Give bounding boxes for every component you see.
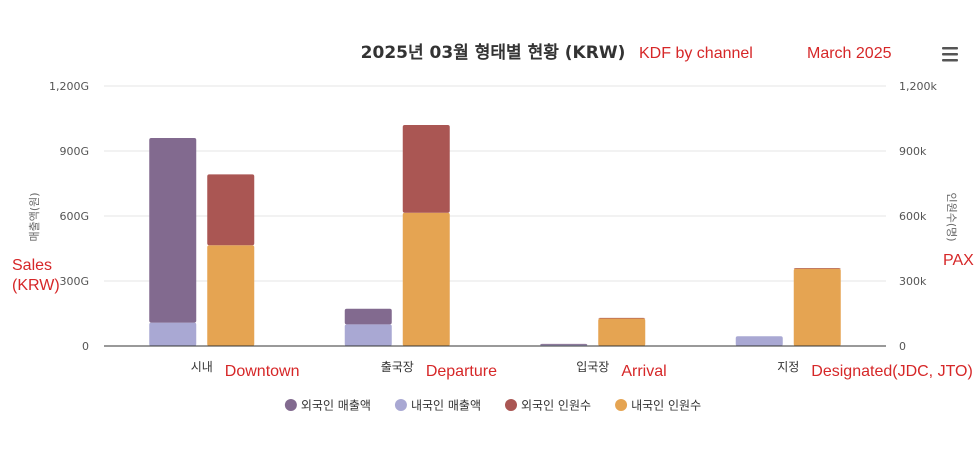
bar-sales-1-1[interactable]	[344, 308, 392, 325]
category-label: 입국장	[576, 360, 609, 374]
legend-item[interactable]: 외국인 매출액	[284, 399, 371, 413]
bar-sales-3-0[interactable]	[735, 336, 783, 346]
bar-pax-3-1[interactable]	[793, 268, 841, 269]
y-right-tick-label: 0	[899, 340, 906, 353]
y-left-tick-label: 900G	[59, 145, 89, 158]
legend-marker	[284, 399, 297, 411]
legend-marker	[615, 399, 628, 411]
annotation-right-axis: PAX	[943, 252, 974, 269]
annotation-category-en: Arrival	[621, 363, 666, 380]
legend-marker	[394, 399, 407, 411]
category-label: 지정	[777, 360, 799, 374]
bar-pax-1-1[interactable]	[402, 125, 450, 213]
bar-sales-0-0[interactable]	[149, 322, 197, 346]
y-right-tick-label: 900k	[899, 145, 927, 158]
legend-item[interactable]: 외국인 인원수	[505, 399, 591, 413]
category-label: 출국장	[381, 360, 414, 374]
annotation-category-en: Designated(JDC, JTO)	[811, 363, 973, 380]
legend-item[interactable]: 내국인 인원수	[615, 399, 701, 413]
bar-sales-2-1[interactable]	[540, 343, 588, 345]
y-right-tick-label: 600k	[899, 210, 927, 223]
bar-pax-2-1[interactable]	[598, 317, 646, 319]
bar-sales-0-1[interactable]	[149, 138, 197, 323]
legend-label: 내국인 매출액	[411, 399, 481, 413]
legend-label: 외국인 인원수	[521, 399, 591, 413]
annotation-subtitle: KDF by channel	[639, 45, 753, 62]
legend-marker	[505, 399, 517, 411]
y-left-tick-label: 300G	[59, 275, 89, 288]
hamburger-menu-icon[interactable]	[942, 47, 958, 62]
annotation-period: March 2025	[807, 45, 892, 62]
y-axis-left-title: 매출액(원)	[28, 192, 41, 241]
chart-title: 2025년 03월 형태별 현황 (KRW)	[361, 42, 626, 63]
legend-label: 외국인 매출액	[301, 399, 371, 413]
bar-pax-0-1[interactable]	[207, 174, 255, 246]
legend-item[interactable]: 내국인 매출액	[394, 399, 481, 413]
y-right-tick-label: 1,200k	[899, 80, 937, 93]
annotation-category-en: Downtown	[225, 363, 300, 380]
annotation-left-axis-line1: Sales	[12, 257, 52, 274]
y-left-tick-label: 1,200G	[49, 80, 89, 93]
category-label: 시내	[191, 360, 213, 374]
y-left-tick-label: 600G	[59, 210, 89, 223]
annotation-left-axis-line2: (KRW)	[12, 277, 60, 294]
y-right-tick-label: 300k	[899, 275, 927, 288]
bar-pax-3-0[interactable]	[793, 268, 841, 346]
bar-pax-0-0[interactable]	[207, 245, 255, 346]
legend-label: 내국인 인원수	[631, 399, 701, 413]
y-axis-right-title: 인원수(명)	[945, 192, 958, 241]
bar-pax-1-0[interactable]	[402, 212, 450, 346]
y-left-tick-label: 0	[82, 340, 89, 353]
bar-sales-1-0[interactable]	[344, 324, 392, 346]
annotation-category-en: Departure	[426, 363, 497, 380]
bar-pax-2-0[interactable]	[598, 318, 646, 346]
